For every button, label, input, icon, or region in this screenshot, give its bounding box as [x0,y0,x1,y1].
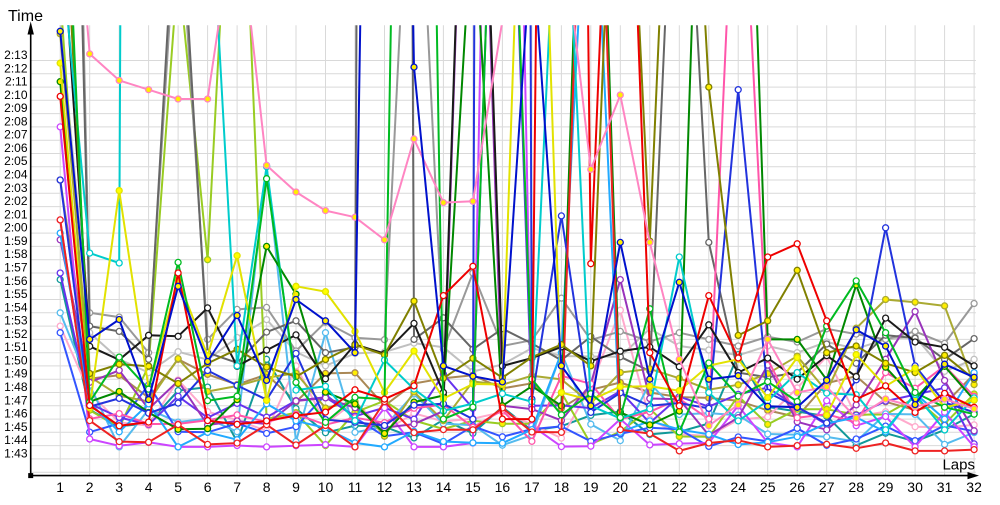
svg-text:14: 14 [436,479,452,495]
svg-text:8: 8 [263,479,271,495]
svg-text:4: 4 [145,479,153,495]
svg-text:1:50: 1:50 [4,353,28,367]
svg-text:12: 12 [377,479,393,495]
svg-text:2:13: 2:13 [4,48,28,62]
svg-text:1:53: 1:53 [4,314,28,328]
svg-text:2:04: 2:04 [4,168,28,182]
svg-text:2:09: 2:09 [4,101,28,115]
svg-text:30: 30 [907,479,923,495]
svg-text:1:57: 1:57 [4,261,28,275]
svg-text:1:48: 1:48 [4,380,28,394]
svg-text:2:02: 2:02 [4,194,28,208]
svg-text:7: 7 [233,479,241,495]
svg-text:10: 10 [318,479,334,495]
svg-text:2:11: 2:11 [5,75,28,89]
svg-text:1:55: 1:55 [4,287,28,301]
svg-text:2:07: 2:07 [4,128,28,142]
svg-text:2:06: 2:06 [4,141,28,155]
svg-text:1:59: 1:59 [4,234,28,248]
svg-text:31: 31 [937,479,953,495]
svg-text:23: 23 [701,479,717,495]
svg-text:22: 22 [672,479,688,495]
svg-text:2:10: 2:10 [4,88,28,102]
svg-text:2:12: 2:12 [4,61,28,75]
svg-text:19: 19 [583,479,599,495]
svg-text:2:01: 2:01 [4,207,28,221]
svg-text:13: 13 [406,479,422,495]
svg-text:Time: Time [8,8,43,25]
svg-text:1:56: 1:56 [4,274,28,288]
svg-text:2:05: 2:05 [4,154,28,168]
svg-text:1:49: 1:49 [4,367,28,381]
svg-text:26: 26 [789,479,805,495]
svg-text:18: 18 [554,479,570,495]
svg-text:17: 17 [524,479,540,495]
svg-text:27: 27 [819,479,835,495]
svg-text:29: 29 [878,479,894,495]
svg-text:6: 6 [204,479,212,495]
svg-text:15: 15 [465,479,481,495]
svg-text:Laps: Laps [942,457,975,474]
svg-text:2: 2 [86,479,94,495]
svg-text:24: 24 [730,479,746,495]
svg-text:2:08: 2:08 [4,114,28,128]
svg-text:9: 9 [292,479,300,495]
svg-text:2:03: 2:03 [4,181,28,195]
svg-text:1:58: 1:58 [4,247,28,261]
svg-text:1:44: 1:44 [4,433,28,447]
svg-text:1:51: 1:51 [4,340,28,354]
svg-text:5: 5 [174,479,182,495]
svg-text:21: 21 [642,479,658,495]
svg-text:20: 20 [613,479,629,495]
svg-text:1:43: 1:43 [4,446,28,460]
svg-text:32: 32 [966,479,982,495]
svg-text:1:46: 1:46 [4,407,28,421]
svg-text:1:45: 1:45 [4,420,28,434]
svg-text:16: 16 [495,479,511,495]
svg-text:1: 1 [56,479,64,495]
svg-text:1:54: 1:54 [4,300,28,314]
svg-text:3: 3 [115,479,123,495]
svg-text:2:00: 2:00 [4,221,28,235]
svg-text:1:52: 1:52 [4,327,28,341]
svg-text:1:47: 1:47 [4,393,28,407]
svg-text:11: 11 [348,479,363,495]
svg-text:28: 28 [848,479,864,495]
svg-text:25: 25 [760,479,776,495]
